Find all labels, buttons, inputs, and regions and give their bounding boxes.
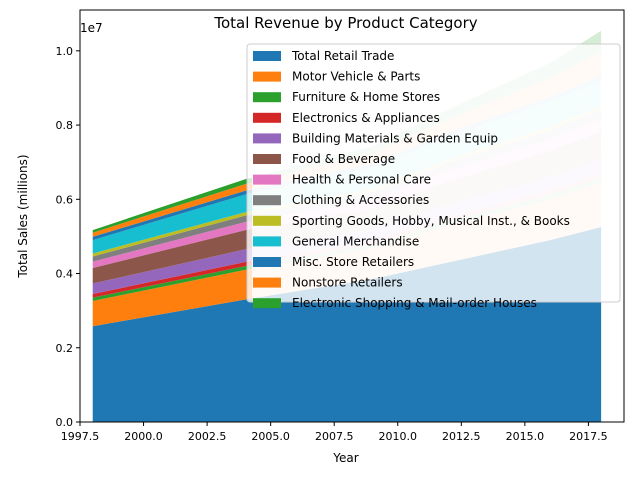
- y-tick-label: 0.4: [56, 268, 74, 281]
- legend-label: Nonstore Retailers: [292, 276, 403, 290]
- area-series-12-fill: [92, 182, 252, 237]
- legend-item: Health & Personal Care: [253, 173, 431, 187]
- x-tick-label: 2017.5: [569, 430, 608, 443]
- legend-label: Clothing & Accessories: [292, 193, 429, 207]
- y-tick-label: 0.0: [56, 416, 74, 429]
- legend-item: Sporting Goods, Hobby, Musical Inst., & …: [253, 214, 570, 228]
- area-series-11-fill: [92, 189, 252, 241]
- axes: [79, 9, 625, 423]
- area-series-4-fill: [92, 260, 252, 298]
- area-series-1-fill: [92, 298, 252, 422]
- y-tick-label: 0.6: [56, 193, 74, 206]
- chart-title: Total Revenue by Product Category: [213, 14, 477, 32]
- legend-label: Electronics & Appliances: [292, 111, 440, 125]
- legend-label: Misc. Store Retailers: [292, 255, 414, 269]
- x-tick-label: 2000.0: [124, 430, 163, 443]
- legend-label: Motor Vehicle & Parts: [292, 70, 420, 84]
- area-series-5-fill: [92, 248, 252, 294]
- x-axis-ticks: 1997.5 2000.0 2002.5 2005.0 2007.5 2010.0 2012…: [61, 422, 608, 443]
- area-series-13: [92, 30, 602, 233]
- legend: Total Retail Trade Motor Vehicle & Parts F…: [246, 43, 621, 310]
- legend-swatch: [253, 133, 281, 144]
- legend-label: Building Materials & Garden Equip: [292, 131, 498, 145]
- legend-swatch: [253, 71, 281, 82]
- area-series-9: [92, 106, 602, 257]
- y-axis-scale-label: 1e7: [80, 21, 103, 35]
- area-series-3-fill: [92, 264, 252, 301]
- y-tick-label: 0.2: [56, 342, 74, 355]
- legend-swatch: [253, 112, 281, 123]
- legend-label: Furniture & Home Stores: [292, 90, 440, 104]
- area-series-6-fill: [92, 228, 252, 284]
- area-series-10-fill: [92, 193, 252, 254]
- legend-label: Total Retail Trade: [291, 49, 394, 63]
- x-tick-label: 2002.5: [188, 430, 227, 443]
- legend-swatch: [253, 236, 281, 247]
- legend-swatch: [253, 277, 281, 288]
- legend-item: Motor Vehicle & Parts: [253, 70, 420, 84]
- legend-item: Electronics & Appliances: [253, 111, 440, 125]
- legend-item: Food & Beverage: [253, 152, 395, 166]
- y-tick-label: 0.8: [56, 119, 74, 132]
- legend-item: Misc. Store Retailers: [253, 255, 414, 269]
- x-tick-label: 2007.5: [315, 430, 354, 443]
- x-tick-label: 1997.5: [61, 430, 100, 443]
- legend-label: Food & Beverage: [292, 152, 395, 166]
- y-axis-label: Total Sales (millions): [16, 154, 30, 278]
- legend-label: Electronic Shopping & Mail-order Houses: [292, 296, 537, 310]
- x-tick-label: 2010.0: [379, 430, 418, 443]
- x-axis-label: Year: [332, 451, 358, 465]
- area-series-7-fill: [92, 220, 252, 268]
- y-tick-label: 1.0: [56, 45, 74, 58]
- legend-swatch: [253, 174, 281, 185]
- legend-label: Health & Personal Care: [292, 173, 431, 187]
- area-series-11: [92, 75, 602, 241]
- legend-item: Furniture & Home Stores: [253, 90, 440, 104]
- legend-swatch: [253, 215, 281, 226]
- legend-item: Electronic Shopping & Mail-order Houses: [253, 296, 537, 310]
- legend-swatch: [253, 195, 281, 206]
- legend-swatch: [253, 154, 281, 164]
- legend-item: Nonstore Retailers: [253, 276, 403, 290]
- legend-swatch: [253, 92, 281, 103]
- legend-swatch: [253, 257, 281, 267]
- legend-item: General Merchandise: [253, 234, 419, 248]
- x-tick-label: 2012.5: [442, 430, 481, 443]
- x-tick-label: 2015.0: [506, 430, 545, 443]
- plot-frame: [79, 9, 625, 423]
- x-tick-label: 2005.0: [251, 430, 290, 443]
- legend-item: Clothing & Accessories: [253, 193, 429, 207]
- legend-swatch: [253, 51, 281, 61]
- legend-box: [246, 43, 621, 303]
- legend-item: Total Retail Trade: [253, 49, 394, 63]
- legend-label: General Merchandise: [292, 234, 419, 248]
- area-series-13-fill: [92, 177, 252, 233]
- legend-item: Building Materials & Garden Equip: [253, 131, 498, 145]
- area-series-9-fill: [92, 211, 252, 257]
- y-axis-ticks: 0.0 0.2 0.4 0.6 0.8 1.0: [56, 45, 80, 429]
- area-series-2-fill: [92, 268, 252, 327]
- legend-swatch: [253, 298, 281, 309]
- legend-label: Sporting Goods, Hobby, Musical Inst., & …: [292, 214, 570, 228]
- area-series-8-fill: [92, 214, 252, 262]
